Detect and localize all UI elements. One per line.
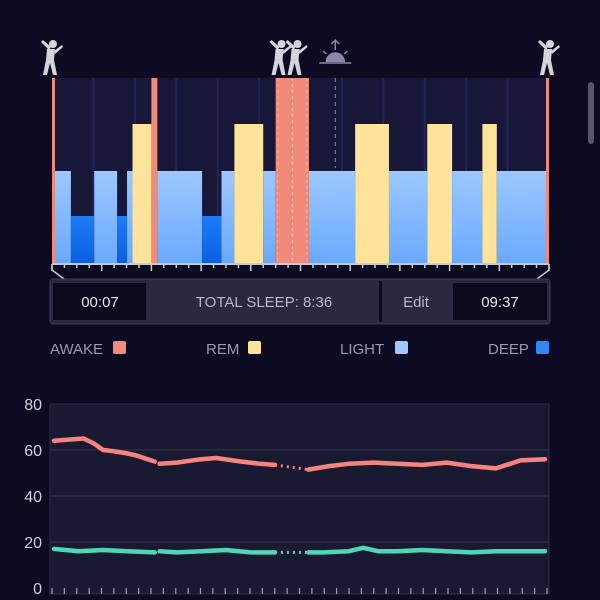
legend-awake-label: AWAKE: [50, 341, 103, 358]
line-chart-series: [51, 436, 548, 555]
series-line-1-part2: [157, 547, 278, 555]
line-chart: 80 60 40 20 0: [24, 397, 550, 598]
stage-legend: AWAKE REM LIGHT DEEP: [50, 341, 549, 358]
line-chart-ytick-labels: 80 60 40 20 0: [24, 397, 42, 598]
timeline-bracket-left: [51, 264, 65, 280]
stage-segment-deep: [202, 216, 222, 264]
ytick-label: 40: [24, 489, 42, 506]
series-line-0-part2: [157, 455, 278, 468]
stage-segment-awake: [52, 78, 55, 264]
stage-segment-light: [221, 171, 235, 264]
ytick-label: 60: [24, 443, 42, 460]
stage-segment-light: [54, 171, 71, 264]
stage-segment-rem: [132, 124, 152, 264]
series-line-0-part3: [306, 456, 548, 472]
legend-light-swatch: [395, 341, 408, 354]
end-time: 09:37: [481, 294, 519, 311]
timeline-axis: [51, 263, 550, 280]
wake-figure-icon: [41, 40, 63, 75]
range-divider: [379, 281, 382, 322]
stage-segment-light: [496, 171, 547, 264]
line-chart-xticks: [51, 588, 548, 594]
stage-segment-rem: [355, 124, 389, 264]
line-chart-plot-area: [49, 403, 550, 595]
total-sleep: TOTAL SLEEP: 8:36: [196, 294, 332, 311]
stage-segment-awake: [151, 78, 158, 264]
timeline-bracket-right: [536, 264, 550, 280]
stage-segment-rem: [234, 124, 264, 264]
legend-rem-label: REM: [206, 341, 239, 358]
stage-segment-light: [127, 171, 133, 264]
stage-segment-awake: [546, 78, 549, 264]
figure-left-icon: [269, 40, 292, 75]
end-time-box[interactable]: [453, 283, 547, 320]
legend-awake-swatch: [113, 341, 126, 354]
stage-segment-deep: [70, 216, 95, 264]
figure-right-icon: [285, 40, 308, 75]
wake-figure-icon: [538, 40, 560, 75]
edit-button[interactable]: Edit: [403, 294, 430, 311]
legend-deep-swatch: [536, 341, 549, 354]
series-line-0-part1: [51, 436, 157, 464]
stage-segments: [52, 78, 549, 264]
stage-segment-rem: [482, 124, 497, 264]
sleep-timeline: 00:07 TOTAL SLEEP: 8:36 Edit 09:37: [41, 38, 560, 325]
stage-segment-rem: [427, 124, 453, 264]
ytick-label: 0: [33, 581, 42, 598]
stage-segment-light: [308, 171, 356, 264]
legend-light-label: LIGHT: [340, 341, 384, 358]
stage-segment-light: [157, 171, 203, 264]
start-time: 00:07: [81, 294, 119, 311]
range-bar-frame: [49, 278, 551, 325]
series-line-1-part3: [306, 545, 548, 555]
start-time-box[interactable]: [53, 283, 146, 320]
marker-row: [41, 38, 560, 75]
legend-rem-swatch: [248, 341, 261, 354]
two-figures-icon: [269, 40, 308, 75]
time-range-bar: 00:07 TOTAL SLEEP: 8:36 Edit 09:37: [49, 278, 551, 325]
stage-segment-light: [388, 171, 428, 264]
series-gap-dashed: [154, 460, 161, 466]
stage-segment-light: [263, 171, 276, 264]
stage-segment-deep: [117, 216, 128, 264]
series-line-1-part1: [51, 546, 157, 555]
ytick-label: 20: [24, 535, 42, 552]
sunrise-icon: [319, 38, 352, 64]
stage-segment-light: [452, 171, 483, 264]
scrollbar-thumb[interactable]: [588, 82, 594, 144]
legend-deep-label: DEEP: [488, 341, 529, 358]
line-chart-grid: [50, 449, 549, 543]
ytick-label: 80: [24, 397, 42, 414]
stage-segment-light: [94, 171, 118, 264]
series-gap-dashed: [154, 549, 160, 554]
